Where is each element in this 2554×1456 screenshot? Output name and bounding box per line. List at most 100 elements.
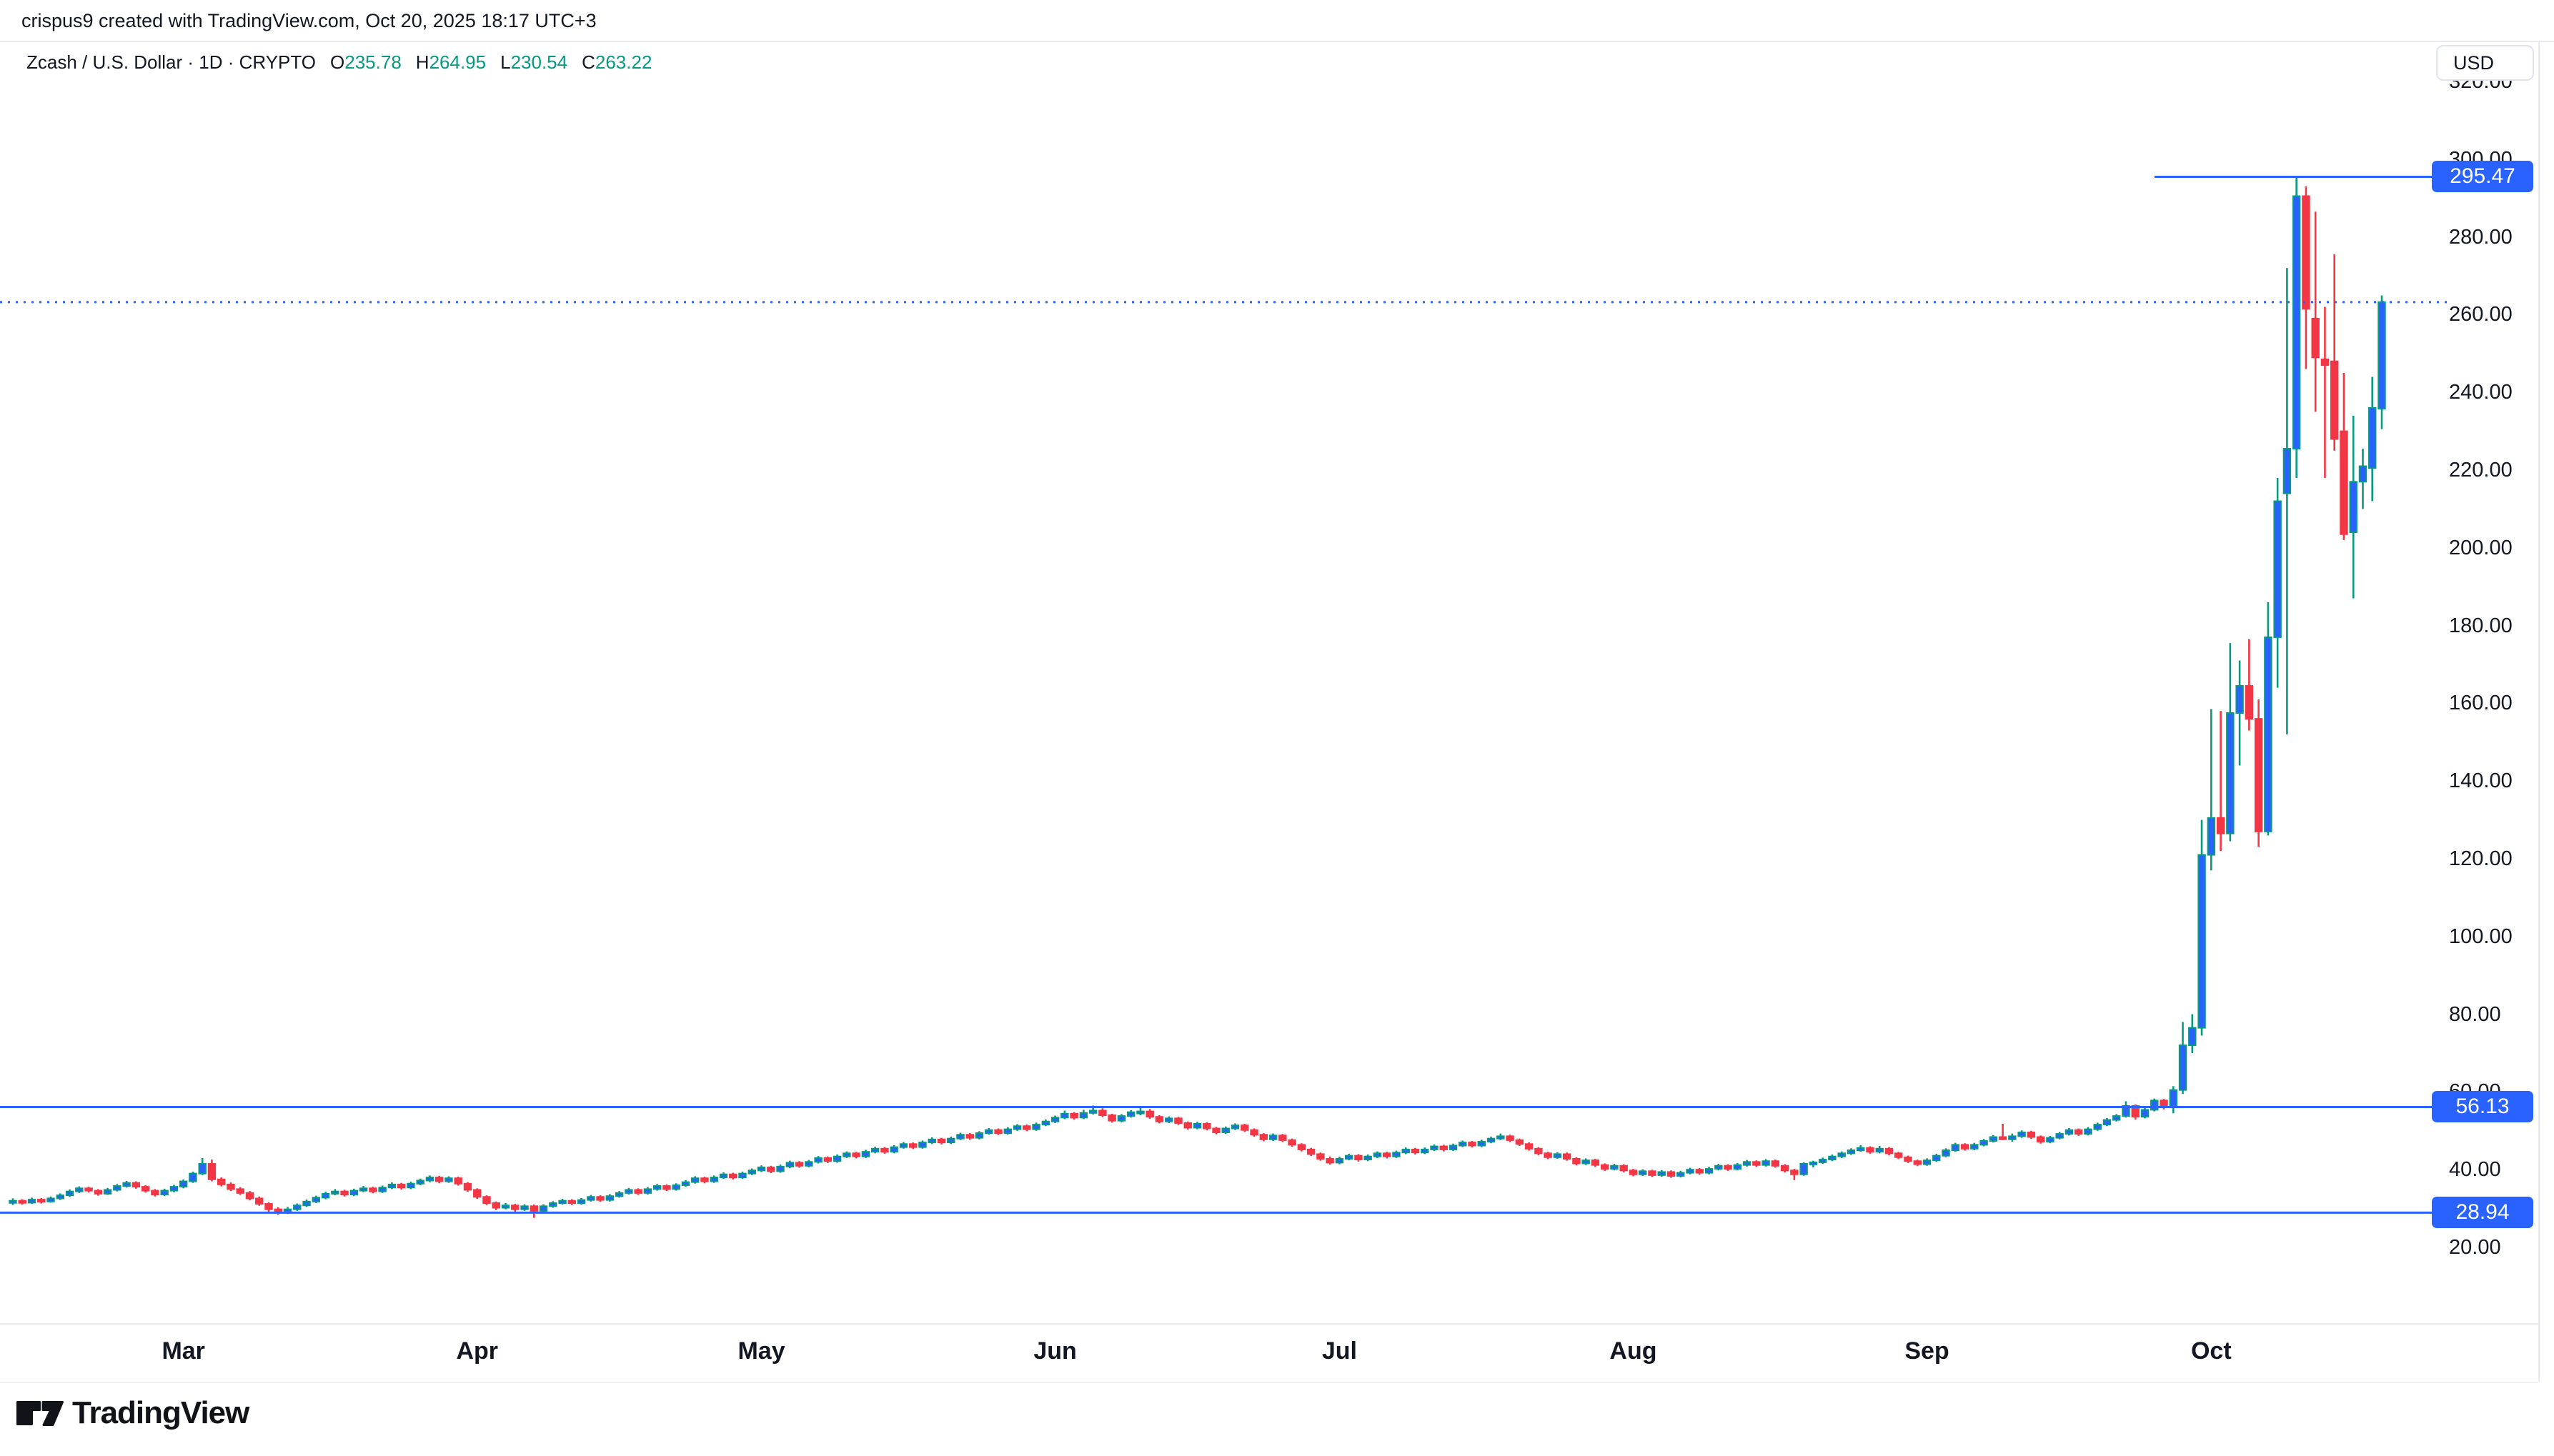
- candle-up: [652, 1185, 662, 1190]
- candle-up: [407, 1182, 415, 1189]
- candle-up: [2358, 465, 2367, 483]
- candle-down: [2330, 360, 2339, 440]
- axis-right-border: [2538, 41, 2540, 1382]
- candle-up: [56, 1195, 64, 1200]
- candle-up: [2292, 195, 2301, 450]
- candle-up: [861, 1151, 870, 1157]
- candle-down: [473, 1189, 482, 1198]
- price-tick-label: 200.00: [2449, 536, 2513, 559]
- candle-down: [1212, 1127, 1221, 1133]
- candle-up: [681, 1181, 690, 1186]
- candle-up: [1193, 1123, 1202, 1129]
- candle-up: [113, 1185, 121, 1191]
- candle-up: [2064, 1129, 2074, 1135]
- price-tick-label: 80.00: [2449, 1002, 2501, 1026]
- candle-up: [785, 1162, 795, 1167]
- candle-down: [1203, 1123, 1211, 1130]
- chart-plot-area[interactable]: [0, 41, 2448, 1323]
- candle-down: [369, 1187, 377, 1192]
- candle-down: [217, 1178, 226, 1185]
- candle-up: [1165, 1117, 1173, 1122]
- candle-up: [75, 1187, 84, 1192]
- candle-down: [662, 1185, 671, 1190]
- candle-up: [1221, 1127, 1230, 1133]
- candle-up: [672, 1184, 680, 1190]
- candle-down: [2027, 1131, 2036, 1138]
- candle-up: [331, 1190, 339, 1195]
- candle-down: [463, 1182, 472, 1191]
- candle-down: [2245, 684, 2254, 720]
- candle-down: [1316, 1153, 1325, 1160]
- candle-up: [501, 1205, 510, 1209]
- tradingview-logo[interactable]: TradingView: [16, 1397, 249, 1429]
- price-axis-drag-area[interactable]: [2448, 41, 2538, 1323]
- time-axis-drag-area[interactable]: [0, 1325, 2538, 1382]
- candle-up: [122, 1182, 131, 1187]
- candle-up: [1392, 1152, 1401, 1157]
- candle-down: [151, 1190, 159, 1196]
- candle-up: [1951, 1144, 1960, 1152]
- candle-down: [2311, 317, 2320, 359]
- candle-up: [2207, 817, 2216, 856]
- candle-up: [1060, 1112, 1069, 1119]
- candle-up: [2140, 1109, 2150, 1118]
- currency-label: USD: [2453, 51, 2495, 74]
- price-line-badge: 28.94: [2432, 1197, 2533, 1229]
- candle-up: [1857, 1147, 1865, 1151]
- candle-down: [1913, 1160, 1922, 1165]
- candle-up: [425, 1177, 434, 1182]
- candle-down: [2320, 358, 2330, 367]
- candle-up: [2368, 407, 2377, 469]
- candle-up: [1373, 1152, 1382, 1157]
- price-tick-label: 120.00: [2449, 847, 2513, 870]
- candle-down: [567, 1200, 577, 1204]
- candle-down: [1724, 1165, 1732, 1170]
- candle-up: [2093, 1124, 2102, 1130]
- attribution-text: crispus9 created with TradingView.com, O…: [21, 10, 597, 31]
- candle-up: [1430, 1145, 1439, 1150]
- candle-down: [255, 1197, 264, 1205]
- price-tick-label: 180.00: [2449, 614, 2513, 637]
- candle-down: [1619, 1165, 1628, 1172]
- candle-up: [918, 1142, 927, 1148]
- candle-down: [1904, 1156, 1912, 1162]
- candle-up: [1041, 1120, 1050, 1126]
- candle-up: [1837, 1152, 1846, 1157]
- candle-up: [1639, 1170, 1647, 1175]
- candle-up: [1486, 1137, 1496, 1143]
- candle-down: [1174, 1117, 1183, 1124]
- candle-down: [700, 1177, 709, 1182]
- candle-up: [710, 1177, 718, 1182]
- candle-up: [1686, 1169, 1694, 1174]
- candle-down: [2216, 817, 2225, 834]
- time-axis-top-border: [0, 1323, 2538, 1325]
- price-tick-label: 240.00: [2449, 381, 2513, 404]
- candle-up: [1610, 1165, 1619, 1170]
- symbol-title[interactable]: Zcash / U.S. Dollar · 1D · CRYPTO: [26, 51, 317, 73]
- candle-down: [1771, 1160, 1780, 1167]
- candle-down: [227, 1183, 235, 1190]
- time-axis-bottom-border: [0, 1382, 2538, 1383]
- candle-up: [9, 1200, 17, 1204]
- candle-down: [1468, 1142, 1476, 1147]
- candle-up: [387, 1183, 397, 1189]
- candle-up: [747, 1170, 756, 1175]
- candle-up: [2084, 1128, 2092, 1135]
- candle-down: [1515, 1139, 1524, 1145]
- candle-up: [1032, 1124, 1040, 1130]
- time-axis-label-oct: Oct: [2190, 1337, 2232, 1365]
- candle-down: [1572, 1157, 1581, 1165]
- candle-up: [947, 1137, 955, 1144]
- candle-down: [1411, 1148, 1420, 1154]
- candlestick-chart[interactable]: [0, 41, 2448, 1323]
- tradingview-logo-icon: [16, 1400, 64, 1426]
- candle-down: [207, 1163, 217, 1180]
- candle-down: [18, 1200, 26, 1204]
- candle-down: [454, 1177, 462, 1185]
- candle-up: [1809, 1161, 1818, 1165]
- candle-up: [1079, 1112, 1088, 1119]
- candle-up: [558, 1200, 567, 1204]
- candle-up: [1922, 1160, 1932, 1165]
- candle-down: [1600, 1164, 1609, 1170]
- currency-unit-button[interactable]: USD: [2436, 45, 2534, 81]
